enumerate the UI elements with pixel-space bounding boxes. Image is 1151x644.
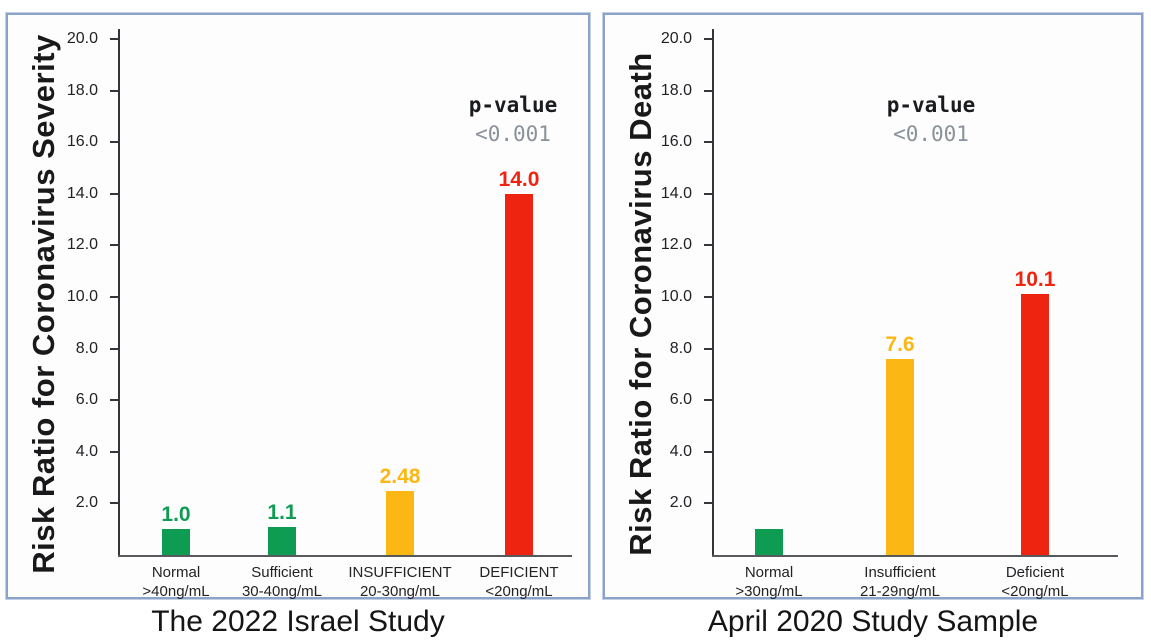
bar-value-label: 10.1 bbox=[1014, 268, 1056, 291]
y-tick-label: 16.0 bbox=[660, 133, 692, 151]
x-category-name: Sufficient bbox=[251, 564, 313, 581]
x-category-label: INSUFFICIENT 20-30ng/mL bbox=[333, 563, 467, 601]
y-tick-label: 20.0 bbox=[66, 30, 98, 47]
y-axis-line bbox=[118, 29, 120, 555]
y-tick-mark bbox=[110, 192, 118, 195]
y-tick-label: 10.0 bbox=[660, 288, 692, 305]
x-category-name: INSUFFICIENT bbox=[348, 564, 452, 581]
bar bbox=[162, 529, 190, 555]
bar-value-label: 14.0 bbox=[498, 168, 540, 191]
bar bbox=[755, 529, 783, 555]
y-tick-mark bbox=[110, 347, 118, 350]
caption-left-study-title: The 2022 Israel Study bbox=[151, 605, 445, 638]
y-tick-mark bbox=[704, 141, 712, 144]
y-tick-mark bbox=[704, 89, 712, 92]
x-category-range: <20ng/mL bbox=[485, 583, 553, 600]
p-value-label: p-value bbox=[468, 93, 558, 117]
y-tick-label: 18.0 bbox=[66, 81, 98, 99]
y-tick-label: 10.0 bbox=[66, 288, 98, 305]
x-category-label: Sufficient 30-40ng/mL bbox=[215, 563, 349, 601]
x-category-label: DEFICIENT <20ng/mL bbox=[452, 563, 586, 601]
bar-value-label: 1.1 bbox=[267, 501, 297, 524]
y-tick-label: 6.0 bbox=[75, 391, 98, 409]
y-tick-mark bbox=[110, 141, 118, 144]
x-category-range: 21-29ng/mL bbox=[859, 583, 941, 600]
y-axis-line bbox=[712, 29, 714, 555]
x-category-range: <20ng/mL bbox=[1001, 583, 1069, 600]
y-tick-label: 14.0 bbox=[66, 184, 98, 202]
y-tick-label: 2.0 bbox=[75, 494, 98, 512]
bar-value-label: 2.48 bbox=[379, 465, 421, 488]
y-tick-mark bbox=[704, 192, 712, 195]
chart-right-plot-container: Risk Ratio for Coronavirus Death 2.0 4.0 6.… bbox=[605, 15, 1141, 600]
x-axis-line bbox=[712, 555, 1118, 557]
bar-value-label: 1.0 bbox=[161, 503, 191, 526]
chart-left-plot-container: Risk Ratio for Coronavirus Severity 2.0 4.… bbox=[8, 15, 588, 600]
y-tick-label: 16.0 bbox=[66, 133, 98, 151]
p-value-annotation: p-value <0.001 bbox=[428, 91, 598, 149]
x-category-label: Deficient <20ng/mL bbox=[968, 563, 1102, 601]
y-tick-label: 2.0 bbox=[669, 494, 692, 512]
x-category-name: Insufficient bbox=[864, 564, 936, 581]
y-tick-label: 14.0 bbox=[660, 184, 692, 202]
x-category-name: Normal bbox=[151, 564, 201, 581]
y-tick-mark bbox=[704, 502, 712, 505]
x-axis-line bbox=[118, 555, 572, 557]
y-tick-mark bbox=[704, 38, 712, 40]
x-category-label: Normal >40ng/mL bbox=[109, 563, 243, 601]
x-category-label: Normal >30ng/mL bbox=[702, 563, 836, 601]
y-tick-mark bbox=[704, 347, 712, 350]
bar bbox=[886, 359, 914, 555]
y-tick-mark bbox=[704, 399, 712, 402]
y-tick-mark bbox=[704, 296, 712, 298]
bar bbox=[1021, 294, 1049, 555]
p-value-label: p-value bbox=[886, 93, 976, 117]
y-tick-mark bbox=[110, 244, 118, 247]
y-tick-mark bbox=[110, 399, 118, 402]
y-tick-label: 18.0 bbox=[660, 81, 692, 99]
x-category-name: DEFICIENT bbox=[479, 564, 559, 581]
y-tick-mark bbox=[110, 502, 118, 505]
y-tick-label: 4.0 bbox=[669, 442, 692, 460]
y-tick-mark bbox=[110, 38, 118, 40]
bar-value-label: 7.6 bbox=[885, 333, 915, 356]
bar bbox=[505, 194, 533, 555]
y-tick-mark bbox=[110, 296, 118, 298]
y-tick-label: 4.0 bbox=[75, 442, 98, 460]
chart-panel-left: Risk Ratio for Coronavirus Severity 2.0 4.… bbox=[6, 13, 590, 600]
x-category-range: 20-30ng/mL bbox=[359, 583, 441, 600]
x-category-name: Normal bbox=[744, 564, 794, 581]
y-tick-label: 8.0 bbox=[669, 339, 692, 357]
chart-panel-right: Risk Ratio for Coronavirus Death 2.0 4.0 6.… bbox=[603, 13, 1143, 600]
p-value-value: <0.001 bbox=[475, 122, 551, 146]
y-tick-mark bbox=[110, 450, 118, 453]
caption-right-study-title: April 2020 Study Sample bbox=[707, 605, 1039, 638]
bar bbox=[268, 527, 296, 555]
bar bbox=[386, 491, 414, 555]
x-category-range: >40ng/mL bbox=[142, 583, 210, 600]
x-category-name: Deficient bbox=[1005, 564, 1065, 581]
p-value-value: <0.001 bbox=[893, 122, 969, 146]
y-tick-label: 20.0 bbox=[660, 30, 692, 47]
y-tick-label: 12.0 bbox=[660, 236, 692, 254]
y-tick-mark bbox=[704, 450, 712, 453]
y-tick-mark bbox=[110, 89, 118, 92]
y-tick-mark bbox=[704, 244, 712, 247]
y-tick-label: 12.0 bbox=[66, 236, 98, 254]
p-value-annotation: p-value <0.001 bbox=[846, 91, 1016, 149]
x-category-label: Insufficient 21-29ng/mL bbox=[833, 563, 967, 601]
x-category-range: 30-40ng/mL bbox=[241, 583, 323, 600]
y-tick-label: 6.0 bbox=[669, 391, 692, 409]
y-tick-label: 8.0 bbox=[75, 339, 98, 357]
x-category-range: >30ng/mL bbox=[735, 583, 803, 600]
